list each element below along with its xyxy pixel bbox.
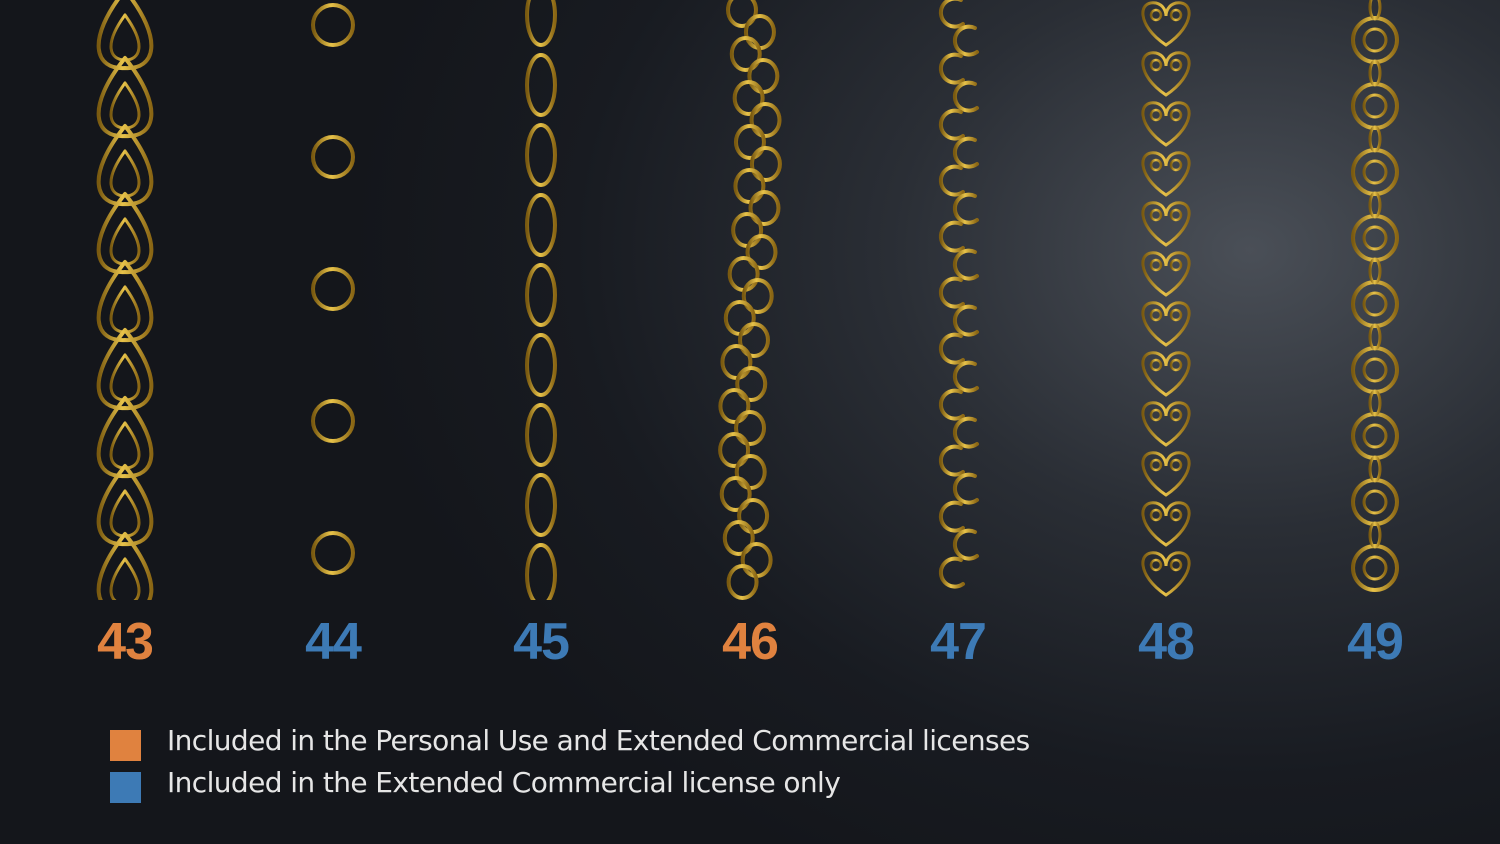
legend-label: Included in the Extended Commercial lice…: [167, 766, 841, 799]
chain-number-45: 45: [513, 613, 570, 671]
blue-swatch: [110, 772, 141, 803]
chain-number-48: 48: [1138, 613, 1195, 671]
chain-45: [517, 0, 565, 600]
chain-46: [718, 0, 782, 600]
orange-swatch: [110, 730, 141, 761]
legend-label: Included in the Personal Use and Extende…: [167, 724, 1030, 757]
chain-number-47: 47: [930, 613, 987, 671]
chain-number-49: 49: [1347, 613, 1404, 671]
chain-48: [1141, 1, 1191, 597]
chain-number-44: 44: [305, 613, 362, 671]
chain-illustrations: [96, 0, 1399, 600]
chain-44: [311, 3, 355, 600]
chain-43: [96, 0, 154, 600]
chain-number-43: 43: [97, 613, 154, 671]
chain-47: [938, 0, 979, 589]
chain-49: [1351, 0, 1399, 592]
chain-number-46: 46: [722, 613, 779, 671]
